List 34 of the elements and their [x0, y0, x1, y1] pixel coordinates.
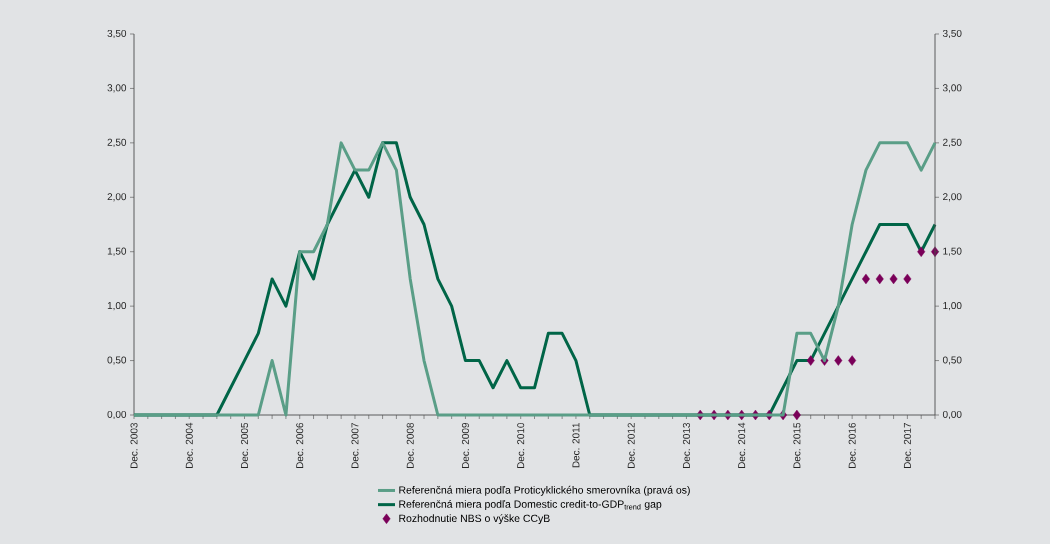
legend-label: Referenčná miera podľa Proticyklického smerovníka (pravá os): [399, 485, 690, 496]
x-tick-label: Dec. 2011: [572, 423, 580, 468]
x-tick-label: Dec. 2004: [185, 422, 193, 469]
y-tick-label: 0,00: [107, 410, 127, 420]
y2-tick-label: 0,50: [942, 356, 962, 365]
x-tick-label: Dec. 2010: [517, 422, 525, 469]
y2-tick-label: 1,00: [943, 302, 962, 311]
y-tick-label: 0,50: [107, 356, 127, 365]
legend-label: Referenčná miera podľa Domestic credit-to-GDP$_{trend}$ gap: [399, 500, 662, 510]
legend-label: Rozhodnutie NBS o výške CCyB: [399, 514, 550, 525]
y-tick-label: 2,00: [107, 193, 127, 202]
y2-tick-label: 3,00: [942, 84, 962, 93]
x-tick-label: Dec. 2003: [130, 422, 138, 469]
x-tick-label: Dec. 2012: [627, 423, 635, 469]
y-tick-label: 3,00: [107, 84, 127, 93]
x-tick-label: Dec. 2015: [793, 422, 801, 469]
y-tick-label: 3,50: [107, 29, 127, 39]
x-tick-label: Dec. 2005: [240, 422, 249, 469]
y2-tick-label: 2,50: [943, 138, 962, 147]
y-tick-label: 2,50: [107, 138, 127, 147]
x-tick-label: Dec. 2017: [903, 423, 911, 469]
x-tick-label: Dec. 2008: [406, 422, 414, 469]
x-tick-label: Dec. 2016: [848, 422, 856, 469]
x-tick-label: Dec. 2013: [682, 422, 690, 469]
y-tick-label: 1,50: [107, 247, 127, 256]
y2-tick-label: 1,50: [943, 247, 962, 256]
x-tick-label: Dec. 2006: [296, 422, 304, 469]
y2-tick-label: 3,50: [942, 29, 962, 39]
y2-tick-label: 2,00: [943, 193, 962, 202]
y2-tick-label: 0,00: [942, 410, 962, 420]
x-tick-label: Dec. 2014: [738, 422, 746, 469]
y-tick-label: 1,00: [107, 302, 127, 311]
x-tick-label: Dec. 2007: [351, 423, 359, 469]
x-tick-label: Dec. 2009: [461, 422, 469, 469]
